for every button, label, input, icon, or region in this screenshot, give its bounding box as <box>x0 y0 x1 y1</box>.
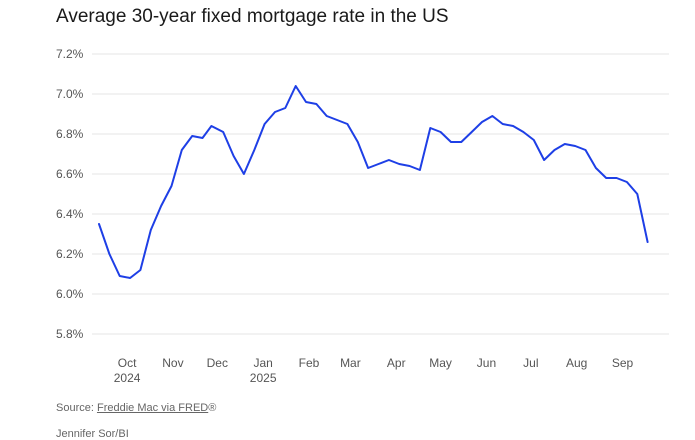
source-link[interactable]: Freddie Mac via FRED <box>96 402 209 414</box>
registered-mark: ® <box>208 402 217 414</box>
x-tick-label: Aug <box>566 356 587 370</box>
x-tick-label: Oct <box>118 356 137 370</box>
source-prefix: Source: <box>56 402 97 414</box>
y-tick-label: 6.8% <box>56 127 84 141</box>
y-tick-label: 6.2% <box>56 247 84 261</box>
x-tick-label: Feb <box>299 356 320 370</box>
x-tick-label: Mar <box>340 356 361 370</box>
y-tick-label: 6.4% <box>56 207 84 221</box>
y-tick-label: 7.2% <box>56 47 84 61</box>
credit-note: Jennifer Sor/BI <box>56 428 129 440</box>
chart-title: Average 30-year fixed mortgage rate in t… <box>56 6 449 27</box>
y-axis-tick-labels: 5.8% 6.0% 6.2% 6.4% 6.6% 6.8% 7.0% 7.2% <box>56 47 84 341</box>
y-tick-label: 5.8% <box>56 327 84 341</box>
x-tick-label: Jan <box>253 356 272 370</box>
x-tick-label: May <box>429 356 452 370</box>
x-tick-year-label: 2024 <box>114 371 141 385</box>
data-points <box>97 84 650 280</box>
y-tick-label: 6.0% <box>56 287 84 301</box>
x-tick-label: Dec <box>207 356 228 370</box>
x-tick-label: Apr <box>387 356 406 370</box>
x-tick-year-label: 2025 <box>250 371 277 385</box>
source-note: Source: Freddie Mac via FRED® <box>56 402 216 414</box>
y-tick-label: 7.0% <box>56 87 84 101</box>
series-line <box>98 85 649 279</box>
line-chart: 5.8% 6.0% 6.2% 6.4% 6.6% 6.8% 7.0% 7.2% Oct2024… <box>56 47 669 385</box>
x-tick-label: Jul <box>523 356 538 370</box>
gridlines <box>92 53 669 335</box>
x-tick-label: Sep <box>612 356 634 370</box>
x-tick-label: Nov <box>162 356 183 370</box>
x-tick-label: Jun <box>477 356 496 370</box>
y-tick-label: 6.6% <box>56 167 84 181</box>
